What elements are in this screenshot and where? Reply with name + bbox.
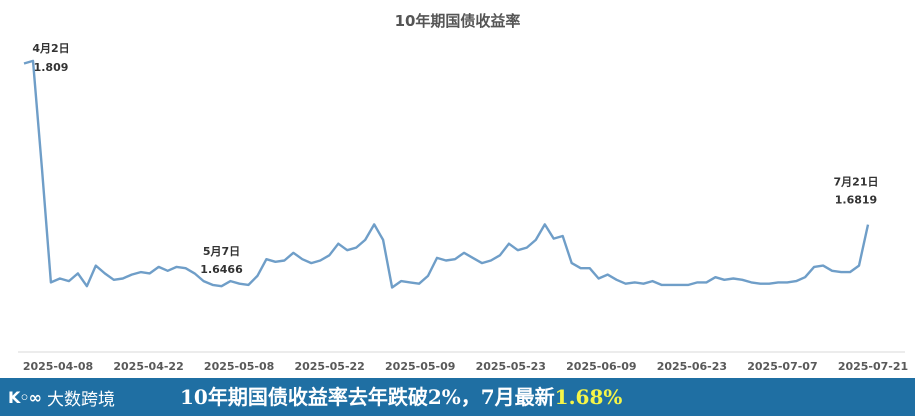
x-tick-label: 2025-05-09 [385,360,455,373]
x-tick-label: 2025-05-22 [294,360,364,373]
headline-text: 10年期国债收益率去年跌破2%，7月最新 [180,385,555,409]
headline-value: 1.68% [554,385,623,409]
x-axis-ticks: 2025-04-08 2025-04-22 2025-05-08 2025-05-22… [23,360,908,373]
x-tick-label: 2025-06-23 [657,360,727,373]
x-tick-label: 2025-05-23 [476,360,546,373]
annotation-value: 1.6466 [200,263,243,276]
annotation-date: 5月7日 [203,245,240,258]
x-tick-label: 2025-06-09 [566,360,636,373]
brand-logo: K◦∞ 大数跨境 [8,385,115,410]
annotation-value: 1.6819 [835,194,877,207]
line-chart: 2025-04-08 2025-04-22 2025-05-08 2025-05-22… [18,42,908,373]
annotation-date: 4月2日 [32,42,69,55]
x-tick-label: 2025-04-08 [23,360,93,373]
x-tick-label: 2025-04-22 [113,360,183,373]
annotation-value: 1.809 [34,61,69,74]
series-layer [23,59,870,289]
annotation-date: 7月21日 [834,176,879,189]
x-tick-label: 2025-07-21 [838,360,908,373]
headline: 10年期国债收益率去年跌破2%，7月最新1.68% [180,381,622,413]
yield-series-line [23,59,870,289]
bottom-banner: K◦∞ 大数跨境 10年期国债收益率去年跌破2%，7月最新1.68% [0,378,915,416]
chart-title: 10年期国债收益率 [394,12,521,30]
annotations-layer: 4月2日 1.809 5月7日 1.6466 7月21日 1.6819 [32,42,878,276]
x-tick-label: 2025-05-08 [204,360,274,373]
brand-logo-icon: K◦∞ [8,387,42,407]
brand-name: 大数跨境 [46,389,115,410]
x-tick-label: 2025-07-07 [747,360,817,373]
